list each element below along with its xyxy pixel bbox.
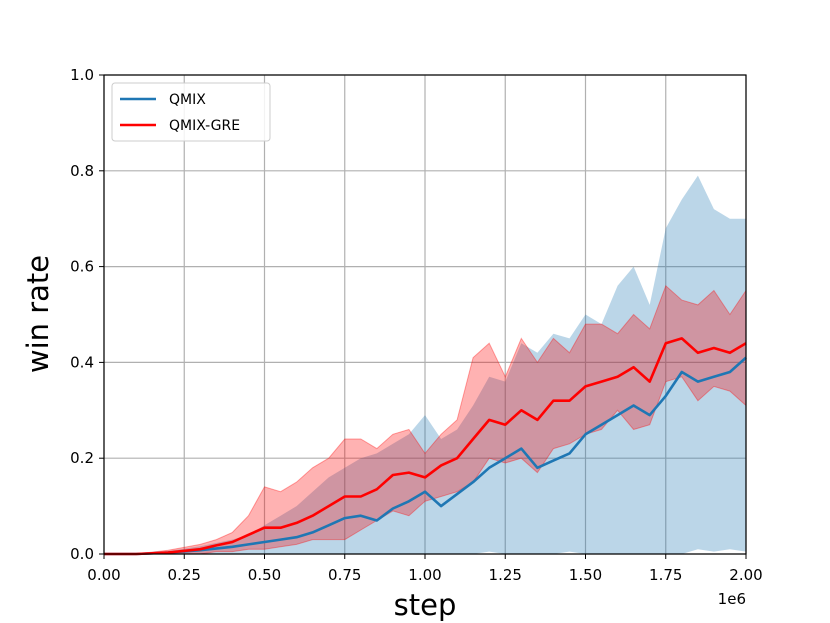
y-axis-title: win rate [21,255,55,373]
line-qmix-gre [104,337,747,556]
x-tick-label: 1.00 [408,566,441,584]
x-axis: 0.00 0.25 0.50 0.75 1.00 1.25 1.50 1.75 2.00 [87,554,763,584]
x-axis-title: step [394,588,457,622]
y-tick-label: 0.0 [70,545,94,563]
y-tick-label: 0.2 [70,449,94,467]
x-tick-label: 0.50 [248,566,281,584]
y-tick-label: 1.0 [70,66,94,84]
legend-label-qmix-gre: QMIX-GRE [169,118,240,134]
x-tick-label: 1.50 [569,566,602,584]
x-offset-label: 1e6 [718,590,746,608]
x-tick-label: 2.00 [729,566,762,584]
legend: QMIX QMIX-GRE [111,82,271,142]
legend-label-qmix: QMIX [169,92,206,108]
x-tick-label: 1.25 [489,566,522,584]
y-tick-label: 0.4 [70,353,94,371]
y-tick-label: 0.6 [70,258,94,276]
line-qmix [104,356,747,556]
legend-box [111,82,271,142]
x-tick-label: 0.25 [168,566,201,584]
series-lines [104,337,747,556]
y-tick-label: 0.8 [70,162,94,180]
x-tick-label: 0.75 [328,566,361,584]
x-tick-label: 0.00 [87,566,120,584]
band-qmix [104,175,746,554]
y-axis: 0.0 0.2 0.4 0.6 0.8 1.0 [70,66,104,563]
x-tick-label: 1.75 [649,566,682,584]
